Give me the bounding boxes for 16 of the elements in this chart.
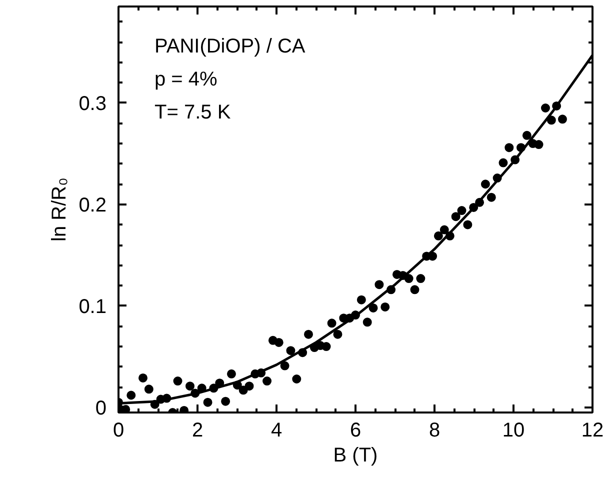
y-tick-label: 0 (95, 397, 106, 420)
y-axis-title: ln R/R₀ (48, 178, 71, 242)
y-tick-label: 0.1 (78, 296, 107, 318)
annotation: p = 4% (154, 68, 218, 90)
annotation: PANI(DiOP) / CA (154, 36, 306, 58)
x-tick-label: 0 (112, 420, 124, 442)
x-tick-label: 8 (428, 420, 440, 442)
y-tick-label: 0.2 (78, 194, 107, 216)
y-tick-label: 0.3 (78, 92, 107, 115)
x-tick-label: 6 (350, 420, 362, 442)
x-tick-label: 10 (502, 420, 525, 442)
annotation: T= 7.5 K (154, 102, 232, 124)
x-tick-label: 4 (270, 420, 282, 442)
x-axis-title: B (T) (333, 444, 378, 466)
x-tick-label: 12 (581, 420, 604, 442)
x-tick-label: 2 (192, 420, 204, 442)
